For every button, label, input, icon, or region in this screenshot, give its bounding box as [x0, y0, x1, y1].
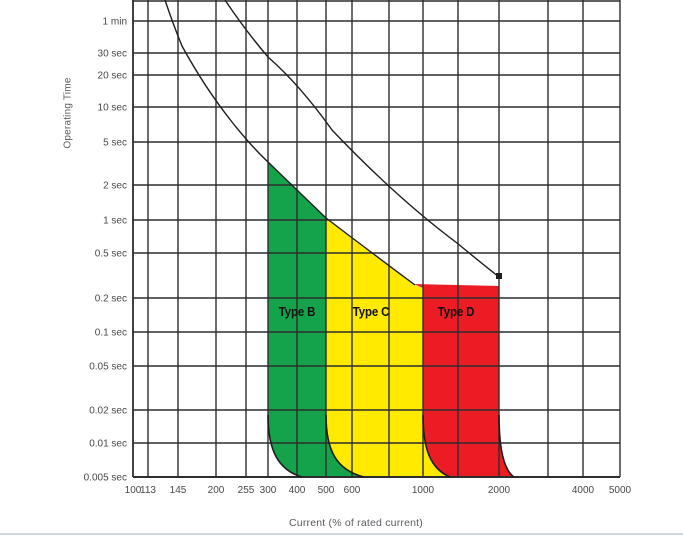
y-tick-label: 10 sec	[98, 103, 127, 114]
x-axis-title: Current (% of rated current)	[289, 517, 423, 529]
x-tick-label: 2000	[488, 485, 511, 496]
lower-trip-curve	[164, 0, 416, 286]
x-tick-label: 300	[260, 485, 277, 496]
y-tick-label: 30 sec	[98, 49, 127, 60]
x-tick-label: 1000	[412, 485, 435, 496]
y-tick-label: 0.2 sec	[95, 294, 127, 305]
band-sweep-outline	[267, 414, 303, 478]
x-tick-label: 4000	[572, 485, 595, 496]
region-type-b	[268, 162, 364, 477]
x-tick-label: 100	[125, 485, 142, 496]
page-bottom-rule	[0, 533, 683, 535]
trip-curves	[164, 0, 502, 286]
region-label-type-d: Type D	[437, 305, 475, 319]
x-tick-label: 600	[344, 485, 361, 496]
band-sweep-outline	[498, 414, 515, 478]
y-tick-label: 0.02 sec	[89, 406, 127, 417]
region-label-type-c: Type C	[352, 305, 390, 319]
x-tick-label: 200	[208, 485, 225, 496]
x-tick-label: 5000	[609, 485, 632, 496]
region-outlines	[267, 414, 515, 478]
upper-trip-curve	[224, 0, 500, 278]
y-tick-label: 20 sec	[98, 71, 127, 82]
y-tick-label: 0.5 sec	[95, 249, 127, 260]
y-tick-label: 5 sec	[103, 138, 127, 149]
band-sweep-outline	[325, 414, 365, 478]
x-tick-label: 113	[140, 485, 156, 496]
region-label-type-b: Type B	[278, 305, 316, 319]
y-tick-label: 0.05 sec	[89, 362, 127, 373]
x-tick-label: 500	[318, 485, 335, 496]
y-tick-label: 0.1 sec	[95, 328, 127, 339]
y-tick-label: 1 min	[103, 17, 127, 28]
y-tick-label: 0.005 sec	[84, 473, 127, 484]
trip-regions	[268, 162, 514, 477]
region-type-c	[326, 218, 450, 477]
y-tick-label: 1 sec	[103, 216, 127, 227]
y-tick-label: 2 sec	[103, 181, 127, 192]
y-axis-tick-labels: 1 min 30 sec 20 sec 10 sec 5 sec 2 sec 1 sec 0.…	[84, 17, 127, 484]
x-tick-label: 145	[170, 485, 187, 496]
y-tick-label: 0.01 sec	[89, 439, 127, 450]
y-axis-title: Operating Time	[62, 77, 74, 149]
x-tick-label: 400	[289, 485, 306, 496]
band-sweep-outline	[422, 414, 451, 478]
upper-curve-end-marker	[496, 273, 502, 279]
x-tick-label: 255	[238, 485, 255, 496]
